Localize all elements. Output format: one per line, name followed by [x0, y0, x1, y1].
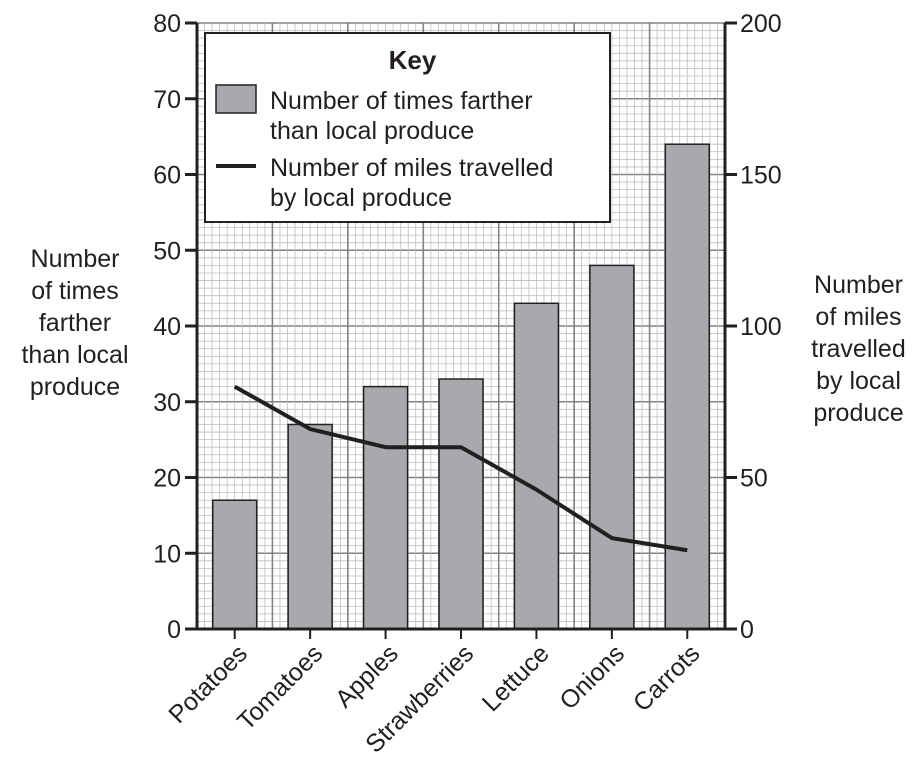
bar [513, 302, 560, 630]
legend-box [204, 32, 611, 223]
left-tick-label: 30 [153, 389, 181, 417]
legend-entry-label: Number of times farther [270, 87, 533, 115]
left-tick-label: 50 [153, 237, 181, 265]
left-tick-label: 70 [153, 86, 181, 114]
left-tick-label: 80 [153, 10, 181, 38]
left-axis-label-line: farther [38, 309, 112, 337]
bar [287, 423, 333, 630]
right-tick-label: 200 [740, 10, 782, 38]
right-tick-label: 100 [740, 313, 782, 341]
legend-entry-label: by local produce [270, 184, 452, 212]
left-axis-label-line: Number [30, 245, 120, 273]
legend-entry-label: Number of miles travelled [270, 154, 553, 182]
miles-line-path [233, 384, 688, 553]
x-tick-label: Onions [554, 639, 630, 715]
legend-title: Key [389, 45, 437, 75]
legend-bar-swatch [215, 84, 257, 114]
left-tick-label: 10 [153, 540, 181, 568]
miles-line [233, 384, 688, 553]
right-axis-label-line: travelled [811, 335, 906, 363]
bar [589, 264, 635, 630]
left-axis-label-line: of times [31, 277, 119, 305]
bar [664, 143, 711, 630]
right-tick-label: 50 [740, 465, 768, 493]
right-axis-label-line: produce [813, 399, 904, 427]
right-axis-label-line: by local [816, 367, 901, 395]
left-tick-label: 40 [153, 313, 181, 341]
left-tick-label: 20 [153, 465, 181, 493]
bar [438, 378, 484, 630]
left-tick-label: 60 [153, 162, 181, 190]
x-tick-label: Lettuce [477, 639, 555, 717]
right-axis-label-line: Number [814, 271, 903, 299]
bar [362, 385, 409, 630]
left-tick-label: 0 [167, 616, 181, 644]
x-tick-label: Apples [330, 639, 404, 713]
bar [211, 499, 258, 630]
left-axis-label: Number of times farther than local produ… [0, 243, 150, 403]
left-axis-label-line: than local [21, 341, 129, 369]
left-axis-label-line: produce [29, 373, 121, 401]
x-tick-label: Carrots [628, 639, 706, 717]
right-axis-label: Number of miles travelled by local produ… [796, 269, 921, 429]
right-axis-label-line: of miles [815, 303, 902, 331]
right-tick-label: 0 [740, 616, 754, 644]
right-tick-label: 150 [740, 162, 782, 190]
legend-entry-label: than local produce [270, 117, 474, 145]
